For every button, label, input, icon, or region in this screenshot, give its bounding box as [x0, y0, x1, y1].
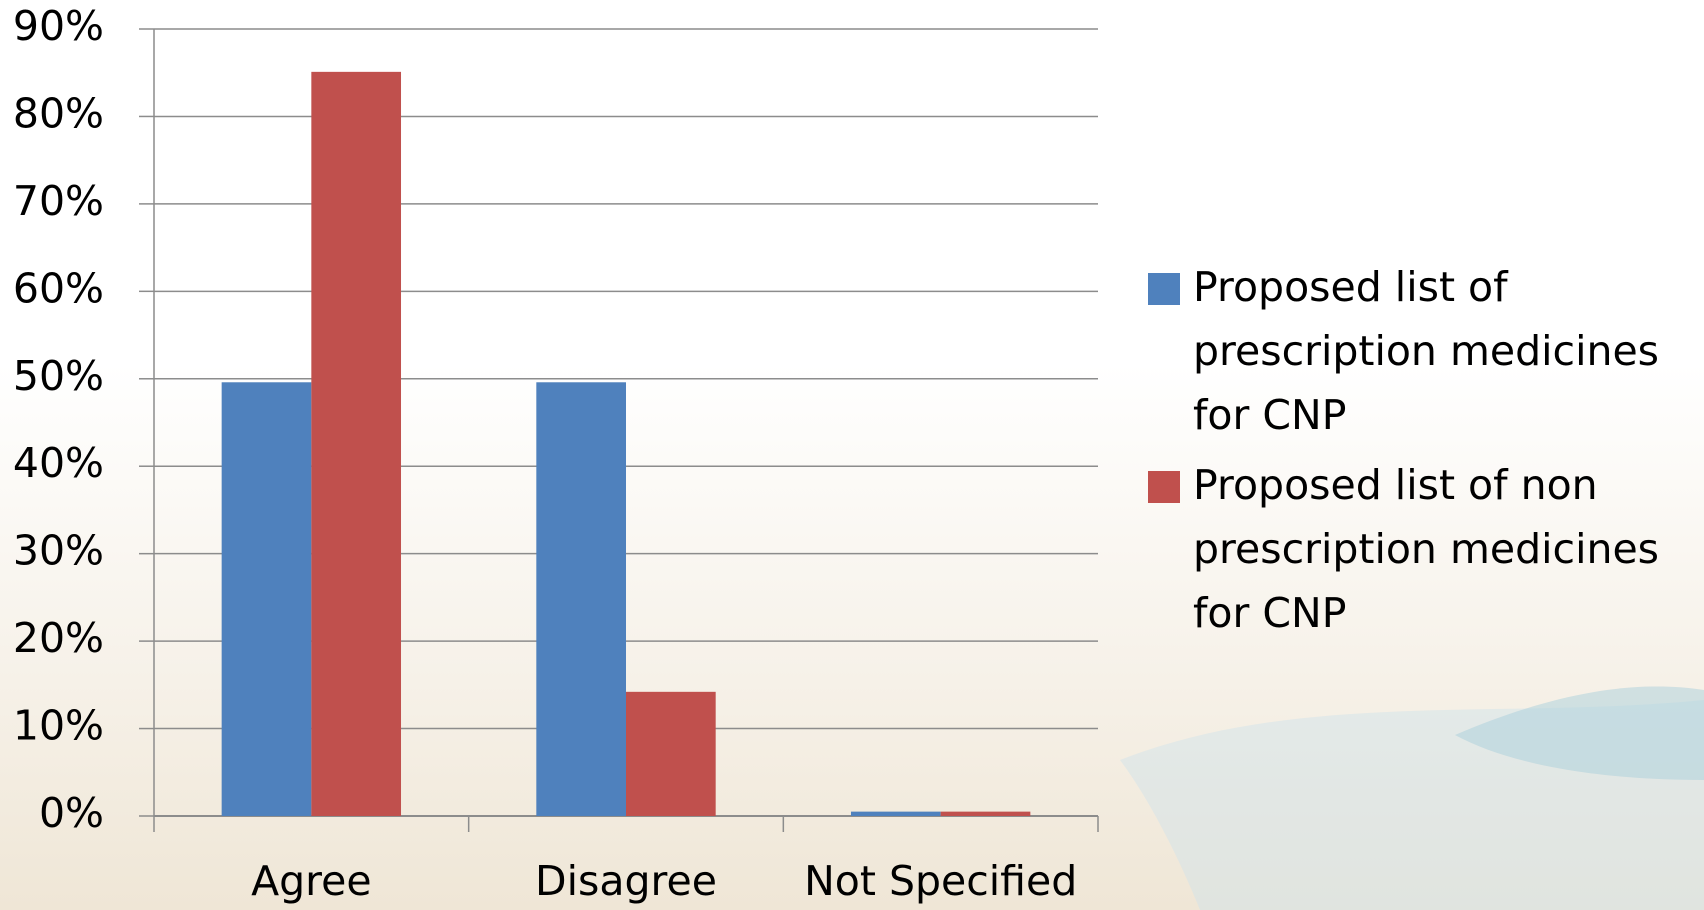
y-tick-label: 80%	[13, 89, 104, 137]
y-tick-label: 40%	[13, 439, 104, 487]
legend-swatch	[1148, 273, 1180, 305]
bar	[311, 71, 402, 816]
y-tick-label: 90%	[13, 2, 104, 50]
legend-item: Proposed list of prescription medicines …	[1146, 255, 1701, 447]
y-tick-label: 30%	[13, 527, 104, 575]
y-tick-label: 70%	[13, 177, 104, 225]
y-tick-label: 20%	[13, 614, 104, 662]
legend-swatch	[1148, 471, 1180, 503]
x-tick-label: Not Specified	[804, 857, 1077, 905]
bar	[850, 811, 941, 816]
y-tick-label: 0%	[39, 789, 104, 837]
bar	[940, 811, 1031, 816]
bar	[221, 382, 312, 816]
legend-label: Proposed list of non prescription medici…	[1193, 461, 1660, 637]
legend-item: Proposed list of non prescription medici…	[1146, 453, 1701, 645]
y-tick-label: 50%	[13, 352, 104, 400]
x-tick-label: Disagree	[535, 857, 717, 905]
y-tick-label: 60%	[13, 264, 104, 312]
decoration	[1455, 686, 1704, 780]
x-tick-label: Agree	[251, 857, 371, 905]
legend: Proposed list of prescription medicines …	[1146, 255, 1701, 651]
bar	[626, 691, 716, 816]
bar	[536, 382, 626, 816]
legend-label: Proposed list of prescription medicines …	[1193, 263, 1660, 439]
y-tick-label: 10%	[13, 702, 104, 750]
